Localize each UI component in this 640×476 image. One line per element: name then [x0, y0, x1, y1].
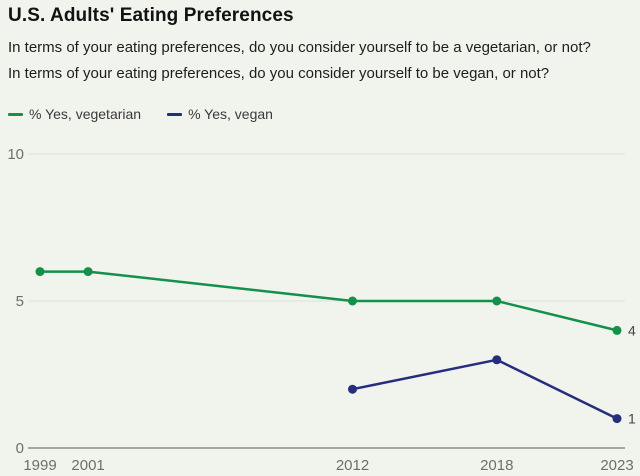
end-value-label-vegetarian: 4 — [628, 322, 636, 338]
x-tick-label-1999: 1999 — [23, 457, 56, 474]
chart-subtitle-vegan-question: In terms of your eating preferences, do … — [8, 65, 550, 82]
vegan-line-swatch — [167, 112, 183, 116]
chart-legend: % Yes, vegetarian % Yes, vegan — [8, 106, 273, 122]
data-point-vegetarian-2001 — [83, 267, 93, 277]
y-tick-label-0: 0 — [16, 440, 24, 457]
legend-item-vegetarian: % Yes, vegetarian — [8, 106, 141, 122]
y-tick-label-5: 5 — [16, 293, 24, 310]
x-tick-label-2023: 2023 — [600, 457, 633, 474]
data-point-vegetarian-2012 — [348, 296, 357, 306]
end-value-label-vegan: 1 — [628, 411, 636, 427]
data-point-vegetarian-2023 — [612, 325, 622, 335]
x-tick-label-2001: 2001 — [71, 457, 104, 474]
data-point-vegetarian-1999 — [35, 267, 45, 277]
series-line-vegan — [351, 358, 619, 420]
legend-label-vegan: % Yes, vegan — [188, 106, 273, 122]
legend-item-vegan: % Yes, vegan — [167, 106, 273, 122]
chart-subtitle-vegetarian-question: In terms of your eating preferences, do … — [8, 39, 591, 56]
data-point-vegetarian-2018 — [492, 296, 502, 306]
chart-title: U.S. Adults' Eating Preferences — [8, 5, 294, 26]
line-chart: 0 5 10 1999 2001 2012 2018 2023 4 1 — [7, 146, 636, 474]
data-point-vegan-2018 — [492, 355, 502, 365]
y-tick-label-10: 10 — [7, 146, 24, 163]
data-point-vegan-2012 — [348, 384, 357, 394]
x-tick-label-2018: 2018 — [480, 457, 513, 474]
data-point-vegan-2023 — [612, 414, 622, 424]
legend-label-vegetarian: % Yes, vegetarian — [29, 106, 142, 122]
vegetarian-line-swatch — [8, 112, 23, 116]
x-tick-label-2012: 2012 — [336, 457, 369, 474]
